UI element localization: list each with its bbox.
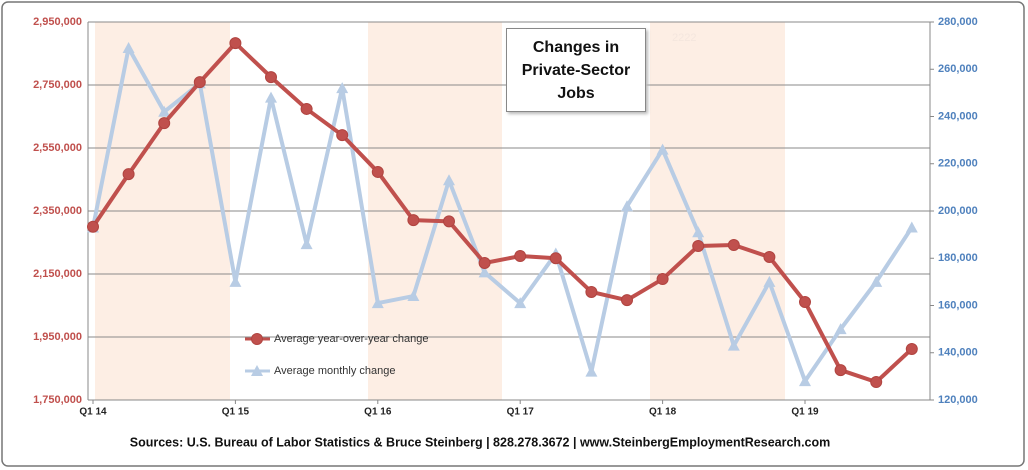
y2-tick-label: 180,000 — [938, 252, 978, 264]
point — [834, 323, 847, 335]
series-line — [91, 45, 914, 384]
point — [87, 220, 99, 233]
y2-tick-label: 260,000 — [938, 63, 978, 75]
y-tick-label: 2,950,000 — [33, 16, 82, 28]
point — [443, 215, 455, 228]
point — [300, 102, 313, 115]
point — [692, 239, 705, 252]
x-tick-label: Q1 18 — [649, 407, 677, 418]
annotation: 2222 — [672, 32, 696, 44]
y-tick-label: 1,750,000 — [33, 394, 82, 406]
legend-label: Average year-over-year change — [274, 333, 429, 345]
point — [621, 200, 633, 212]
point — [514, 250, 527, 263]
point — [621, 294, 633, 307]
point — [870, 376, 883, 389]
point — [514, 297, 527, 309]
point — [692, 226, 705, 238]
point — [443, 174, 455, 186]
y-tick-label: 2,750,000 — [33, 79, 82, 91]
point — [834, 364, 847, 377]
title-box: Changes in Private-Sector Jobs — [506, 28, 646, 112]
y2-tick-label: 160,000 — [938, 299, 978, 311]
point — [336, 82, 349, 94]
x-tick-label: Q1 17 — [507, 407, 535, 418]
point — [905, 221, 918, 233]
point — [763, 250, 776, 263]
y-tick-label: 1,950,000 — [33, 331, 82, 343]
point — [656, 143, 669, 155]
point — [371, 165, 384, 178]
point — [478, 266, 491, 278]
y2-tick-label: 280,000 — [938, 16, 978, 28]
y2-tick-label: 240,000 — [938, 110, 978, 122]
point — [407, 214, 420, 227]
y2-tick-label: 140,000 — [938, 347, 978, 359]
point — [265, 71, 277, 84]
point — [251, 365, 263, 376]
point — [229, 37, 242, 50]
y2-tick-label: 200,000 — [938, 205, 978, 217]
point — [407, 290, 420, 302]
chart-title: Changes in Private-Sector Jobs — [521, 38, 631, 102]
point — [122, 168, 135, 181]
x-tick-label: Q1 14 — [79, 407, 107, 418]
point — [727, 239, 740, 252]
point — [251, 333, 263, 345]
x-tick-label: Q1 15 — [222, 407, 250, 418]
point — [371, 297, 384, 309]
y-tick-label: 2,150,000 — [33, 268, 82, 280]
point — [158, 105, 171, 117]
point — [265, 91, 277, 103]
point — [585, 285, 598, 298]
y-tick-label: 2,550,000 — [33, 142, 82, 154]
point — [905, 342, 918, 355]
point — [763, 275, 776, 287]
point — [229, 275, 242, 287]
legend-label: Average monthly change — [274, 365, 396, 377]
point — [193, 76, 206, 89]
point — [478, 256, 491, 269]
y-tick-label: 2,350,000 — [33, 205, 82, 217]
point — [122, 41, 135, 53]
series-line — [91, 41, 914, 385]
y2-tick-label: 220,000 — [938, 158, 978, 170]
point — [549, 252, 562, 265]
point — [656, 273, 669, 286]
point — [585, 365, 598, 377]
y2-tick-label: 120,000 — [938, 394, 978, 406]
point — [158, 117, 171, 130]
point — [336, 129, 349, 142]
x-tick-label: Q1 19 — [791, 407, 819, 418]
point — [799, 375, 811, 387]
point — [799, 296, 811, 309]
x-tick-label: Q1 16 — [364, 407, 392, 418]
point — [300, 238, 313, 250]
point — [870, 275, 883, 287]
source: Sources: U.S. Bureau of Labor Statistics… — [130, 435, 831, 449]
point — [727, 339, 740, 351]
